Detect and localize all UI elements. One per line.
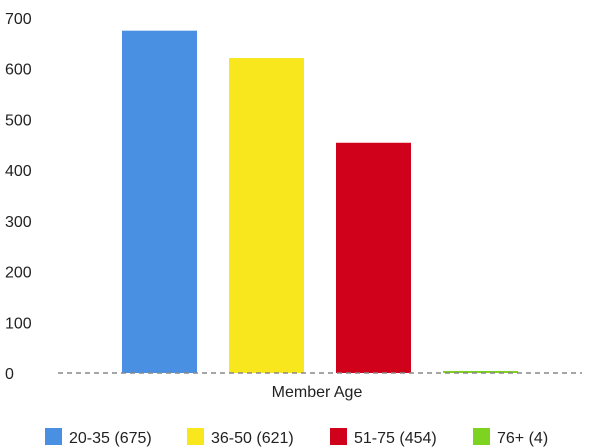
- bar-20-35[interactable]: [122, 30, 197, 374]
- legend: 20-35 (675) 36-50 (621) 51-75 (454) 76+ (4): [45, 428, 548, 447]
- y-tick-label: 0: [5, 366, 14, 383]
- legend-label[interactable]: 76+ (4): [497, 430, 548, 447]
- x-axis-title: Member Age: [272, 384, 363, 401]
- bar-36-50[interactable]: [229, 58, 304, 374]
- y-tick-label: 700: [5, 11, 32, 28]
- bars: [122, 30, 518, 374]
- legend-swatch[interactable]: [330, 428, 347, 445]
- bar-51-75[interactable]: [336, 142, 411, 373]
- y-axis: 0 100 200 300 400 500 600 700: [5, 11, 32, 383]
- y-tick-label: 100: [5, 315, 32, 332]
- y-tick-label: 300: [5, 214, 32, 231]
- legend-label[interactable]: 20-35 (675): [69, 430, 152, 447]
- y-tick-label: 600: [5, 62, 32, 79]
- bar-76[interactable]: [443, 370, 518, 373]
- y-tick-label: 200: [5, 265, 32, 282]
- y-tick-label: 500: [5, 112, 32, 129]
- legend-swatch[interactable]: [473, 428, 490, 445]
- legend-swatch[interactable]: [45, 428, 62, 445]
- legend-label[interactable]: 51-75 (454): [354, 430, 437, 447]
- legend-swatch[interactable]: [187, 428, 204, 445]
- legend-label[interactable]: 36-50 (621): [211, 430, 294, 447]
- y-tick-label: 400: [5, 163, 32, 180]
